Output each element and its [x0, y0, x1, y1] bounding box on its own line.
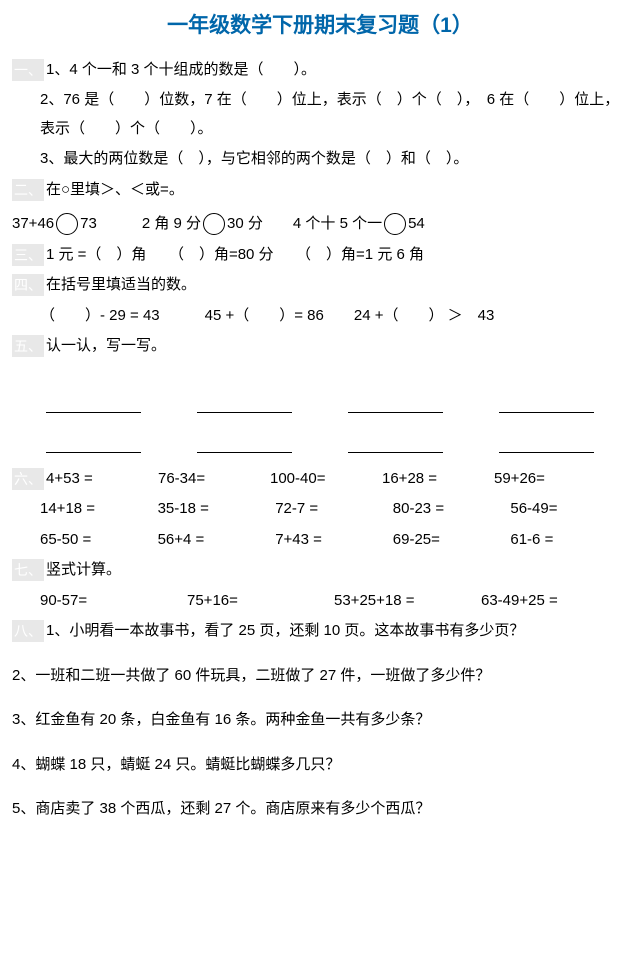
eq: 76-34= — [158, 465, 270, 494]
section-num-7: 七、 — [12, 559, 44, 581]
s2c: 4 个十 5 个一 — [293, 215, 382, 232]
blank — [348, 433, 443, 453]
eq: 75+16= — [187, 587, 334, 616]
eq: 65-50 = — [40, 526, 158, 555]
blank — [46, 433, 141, 453]
eq: 14+18 = — [40, 495, 158, 524]
q8-3: 3、红金鱼有 20 条，白金鱼有 16 条。两种金鱼一共有多少条？ — [12, 706, 628, 735]
section-num-6: 六、 — [12, 468, 44, 490]
eq: 72-7 = — [275, 495, 393, 524]
s7-title: 竖式计算。 — [46, 561, 121, 578]
s2-row: 37+46 73 2 角 9 分 30 分 4 个十 5 个一 54 — [12, 210, 628, 239]
section-num-2: 二、 — [12, 179, 44, 201]
section-7: 七、竖式计算。 90-57=75+16=53+25+18 =63-49+25 = — [12, 556, 628, 615]
q8-2: 2、一班和二班一共做了 60 件玩具，二班做了 27 件，一班做了多少件？ — [12, 662, 628, 691]
eq: 56+4 = — [158, 526, 276, 555]
s2b: 2 角 9 分 — [142, 215, 201, 232]
section-5: 五、认一认，写一写。 — [12, 332, 628, 361]
s2a: 37+46 — [12, 215, 54, 232]
eq: 35-18 = — [158, 495, 276, 524]
section-1: 一、1、4 个一和 3 个十组成的数是（ ）。 2、76 是（ ）位数，7 在（… — [12, 56, 628, 174]
q8-4: 4、蝴蝶 18 只，蜻蜓 24 只。蜻蜓比蝴蝶多几只？ — [12, 751, 628, 780]
eq-row: 65-50 =56+4 =7+43 =69-25=61-6 = — [40, 526, 628, 555]
section-6: 六、4+53 =76-34=100-40=16+28 =59+26= 14+18… — [12, 465, 628, 555]
eq: 56-49= — [510, 495, 628, 524]
circle-blank — [384, 213, 406, 235]
q1-2: 2、76 是（ ）位数，7 在（ ）位上，表示（ ）个（ ）， 6 在（ ）位上… — [40, 86, 628, 143]
s2-title: 在○里填＞、＜或=。 — [46, 181, 184, 198]
circle-blank — [203, 213, 225, 235]
blank — [348, 393, 443, 413]
page-title: 一年级数学下册期末复习题（1） — [12, 6, 628, 46]
section-num-3: 三、 — [12, 244, 44, 266]
eq: 61-6 = — [510, 526, 628, 555]
eq: 16+28 = — [382, 465, 494, 494]
blanks-row-1 — [12, 385, 628, 421]
eq-row: 90-57=75+16=53+25+18 =63-49+25 = — [40, 587, 628, 616]
s2c2: 54 — [408, 215, 425, 232]
eq-row: 14+18 =35-18 =72-7 =80-23 =56-49= — [40, 495, 628, 524]
circle-blank — [56, 213, 78, 235]
q1-3: 3、最大的两位数是（ ），与它相邻的两个数是（ ）和（ ）。 — [40, 145, 628, 174]
q8-5: 5、商店卖了 38 个西瓜，还剩 27 个。商店原来有多少个西瓜？ — [12, 795, 628, 824]
eq: 100-40= — [270, 465, 382, 494]
eq: 69-25= — [393, 526, 511, 555]
blank — [197, 433, 292, 453]
s5-title: 认一认，写一写。 — [46, 337, 166, 354]
eq: 63-49+25 = — [481, 587, 628, 616]
section-num-8: 八、 — [12, 620, 44, 642]
section-num-1: 一、 — [12, 59, 44, 81]
section-3: 三、1 元 =（ ）角 （ ）角=80 分 （ ）角=1 元 6 角 — [12, 241, 628, 270]
q1-1: 1、4 个一和 3 个十组成的数是（ ）。 — [46, 61, 316, 78]
section-num-4: 四、 — [12, 274, 44, 296]
q8-1: 1、小明看一本故事书，看了 25 页，还剩 10 页。这本故事书有多少页？ — [46, 622, 524, 639]
section-4: 四、在括号里填适当的数。 （ ）- 29 = 43 45 +（ ）= 86 24… — [12, 271, 628, 330]
eq: 7+43 = — [275, 526, 393, 555]
blank — [499, 393, 594, 413]
blank — [46, 393, 141, 413]
s2b2: 30 分 — [227, 215, 263, 232]
s3q: 1 元 =（ ）角 （ ）角=80 分 （ ）角=1 元 6 角 — [46, 246, 424, 263]
s4-title: 在括号里填适当的数。 — [46, 276, 196, 293]
blank — [197, 393, 292, 413]
eq: 4+53 = — [46, 465, 158, 494]
blanks-row-2 — [12, 425, 628, 461]
eq: 53+25+18 = — [334, 587, 481, 616]
blank — [499, 433, 594, 453]
eq: 90-57= — [40, 587, 187, 616]
section-num-5: 五、 — [12, 335, 44, 357]
eq: 80-23 = — [393, 495, 511, 524]
eq: 59+26= — [494, 465, 606, 494]
section-8: 八、1、小明看一本故事书，看了 25 页，还剩 10 页。这本故事书有多少页？ … — [12, 617, 628, 824]
section-2: 二、在○里填＞、＜或=。 37+46 73 2 角 9 分 30 分 4 个十 5 … — [12, 176, 628, 239]
s4q: （ ）- 29 = 43 45 +（ ）= 86 24 +（ ） ＞ 43 — [40, 302, 628, 331]
s2a2: 73 — [80, 215, 97, 232]
